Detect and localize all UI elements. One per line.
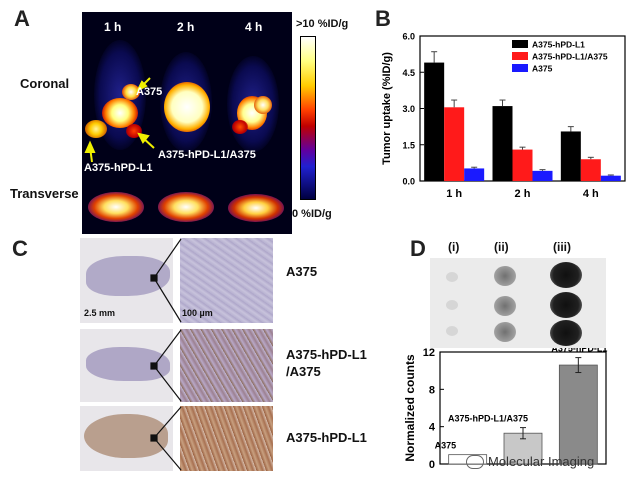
- pet-image-panel: [82, 12, 292, 234]
- pet-hotspot: [85, 120, 107, 138]
- bar: [532, 170, 553, 181]
- bar: [492, 106, 513, 181]
- well-label: (iii): [553, 240, 571, 254]
- pet-transverse-slice: [88, 192, 144, 222]
- histology-highmag: [180, 329, 273, 402]
- arrowhead-icon: [135, 80, 148, 93]
- bar-label: A375: [435, 441, 457, 451]
- histology-row-label: A375-hPD-L1: [286, 430, 367, 445]
- well-spot: [446, 300, 458, 310]
- bar: [424, 62, 445, 182]
- annotation-a375: A375: [136, 86, 163, 98]
- region-marker: [150, 274, 158, 282]
- well-label: (ii): [494, 240, 509, 254]
- time-label: 2 h: [177, 20, 195, 34]
- annotation-hpdl1: A375-hPD-L1: [84, 162, 153, 174]
- x-tick-label: 2 h: [515, 188, 531, 200]
- well-spot: [494, 322, 516, 342]
- well-spot: [550, 292, 582, 318]
- pet-hotspot: [232, 120, 248, 134]
- legend-label: A375-hPD-L1/A375: [532, 52, 608, 62]
- panel-label-a: A: [14, 6, 30, 31]
- panel-label-d: D: [410, 236, 426, 261]
- zoom-lines: [150, 238, 182, 471]
- histology-highmag: [180, 238, 273, 323]
- well-spot: [446, 272, 458, 282]
- tumor-uptake-chart: 0.0 1.5 3.0 4.5 6.0 1 h 2 h 4 h A375-hPD-L1 A375-…: [381, 32, 626, 200]
- x-tick-label: 1 h: [446, 188, 462, 200]
- histology-highmag: [180, 406, 273, 471]
- legend-swatch: [512, 40, 528, 48]
- y-tick-label: 3.0: [402, 104, 415, 114]
- watermark: Molecular Imaging: [466, 454, 594, 469]
- pet-hotspot: [254, 96, 272, 114]
- row-label-coronal: Coronal: [20, 76, 70, 91]
- y-tick-label: 4.5: [402, 68, 415, 78]
- legend-swatch: [512, 64, 528, 72]
- scale-label-low: 2.5 mm: [84, 308, 116, 318]
- scale-label-high: 100 µm: [182, 308, 213, 318]
- legend-label: A375: [532, 64, 553, 74]
- pet-hotspot: [102, 98, 138, 128]
- x-tick-label: 4 h: [583, 188, 599, 200]
- region-marker: [150, 434, 158, 442]
- time-label: 4 h: [245, 20, 263, 34]
- bar: [512, 149, 533, 181]
- pet-hotspot: [164, 82, 210, 132]
- y-tick-label: 8: [429, 384, 435, 396]
- bar: [558, 364, 598, 465]
- well-spot: [494, 296, 516, 316]
- annotation-mixed: A375-hPD-L1/A375: [158, 149, 256, 161]
- arrow-annotations: [84, 77, 155, 163]
- histology-lowmag: [80, 406, 173, 471]
- autoradiograph: [430, 258, 606, 348]
- well-spot: [494, 266, 516, 286]
- colorbar-min-label: 0 %ID/g: [292, 208, 332, 220]
- y-tick-label: 1.5: [402, 140, 415, 150]
- arrowhead-icon: [84, 140, 96, 153]
- y-axis-label: Normalized counts: [403, 354, 417, 462]
- colorbar-max-label: >10 %ID/g: [296, 18, 349, 30]
- chat-bubble-icon: [466, 454, 484, 469]
- bar-label: A375-hPD-L1: [551, 348, 607, 354]
- bar: [600, 175, 621, 181]
- row-label-transverse: Transverse: [10, 186, 79, 201]
- y-tick-label: 12: [423, 348, 435, 359]
- time-label: 1 h: [104, 20, 122, 34]
- y-tick-label: 6.0: [402, 32, 415, 42]
- watermark-text: Molecular Imaging: [488, 454, 595, 469]
- well-label: (i): [448, 240, 460, 254]
- bar: [464, 168, 485, 181]
- region-marker: [150, 362, 158, 370]
- panel-label-c: C: [12, 236, 28, 261]
- y-tick-label: 0.0: [402, 177, 415, 187]
- bar: [560, 131, 581, 181]
- y-axis-label: Tumor uptake (%ID/g): [381, 52, 393, 165]
- bar-label: A375-hPD-L1/A375: [448, 414, 528, 424]
- panel-label-b: B: [375, 6, 391, 31]
- pet-hotspot: [126, 124, 142, 138]
- legend-swatch: [512, 52, 528, 60]
- colorbar: [300, 36, 316, 200]
- legend-label: A375-hPD-L1: [532, 40, 585, 50]
- y-tick-label: 0: [429, 459, 435, 471]
- well-spot: [550, 262, 582, 288]
- y-tick-label: 4: [429, 422, 436, 434]
- well-spot: [550, 320, 582, 346]
- pet-hotspot: [122, 84, 140, 100]
- bar: [444, 107, 465, 181]
- bar: [580, 159, 601, 181]
- arrowhead-icon: [137, 132, 150, 144]
- histology-row-label: A375-hPD-L1 /A375: [286, 347, 367, 379]
- pet-transverse-slice: [228, 194, 284, 222]
- pet-transverse-slice: [158, 192, 214, 222]
- well-spot: [446, 326, 458, 336]
- histology-row-label: A375: [286, 264, 318, 279]
